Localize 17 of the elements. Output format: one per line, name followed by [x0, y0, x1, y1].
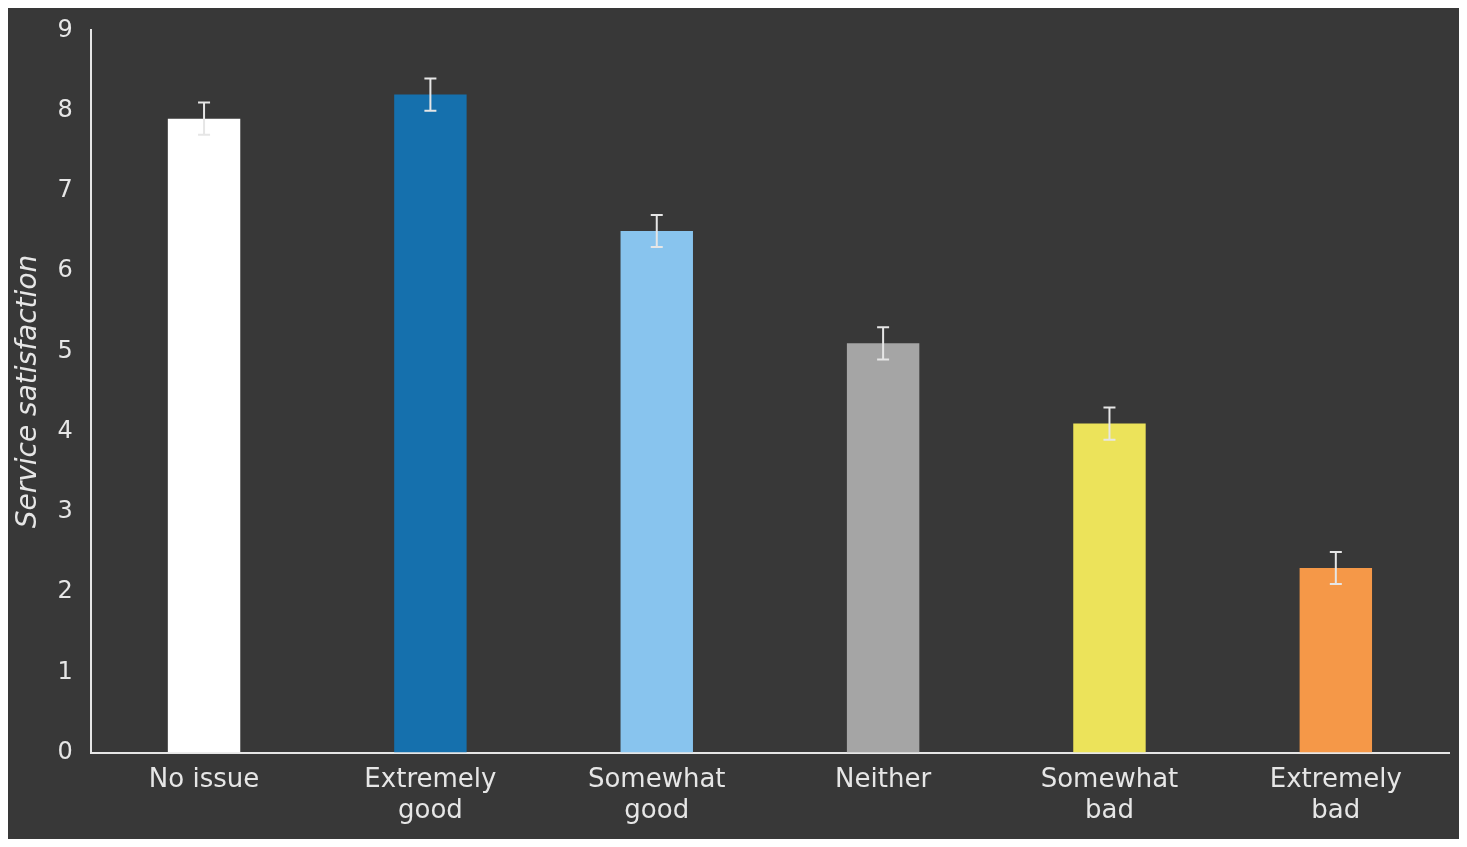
y-tick-label: 2 [57, 576, 73, 605]
x-tick-label: Neither [835, 762, 932, 793]
y-tick-label: 3 [57, 496, 73, 525]
y-tick-label: 1 [57, 656, 73, 685]
y-tick-label: 5 [57, 335, 73, 364]
y-tick-label: 6 [57, 255, 73, 284]
y-tick-label: 7 [57, 175, 73, 204]
y-tick-label: 0 [57, 736, 73, 765]
y-tick-label: 4 [57, 415, 73, 444]
y-tick-label: 8 [57, 94, 73, 123]
x-tick-label: Somewhat good [587, 762, 726, 825]
y-axis-title: Service satisfaction [10, 254, 44, 529]
x-tick-label: Somewhat bad [1040, 762, 1179, 825]
x-tick-label: Extremely bad [1269, 762, 1402, 825]
x-tick-label: No issue [148, 762, 260, 793]
y-tick-label: 9 [57, 14, 73, 43]
x-tick-label: Extremely good [364, 762, 497, 825]
